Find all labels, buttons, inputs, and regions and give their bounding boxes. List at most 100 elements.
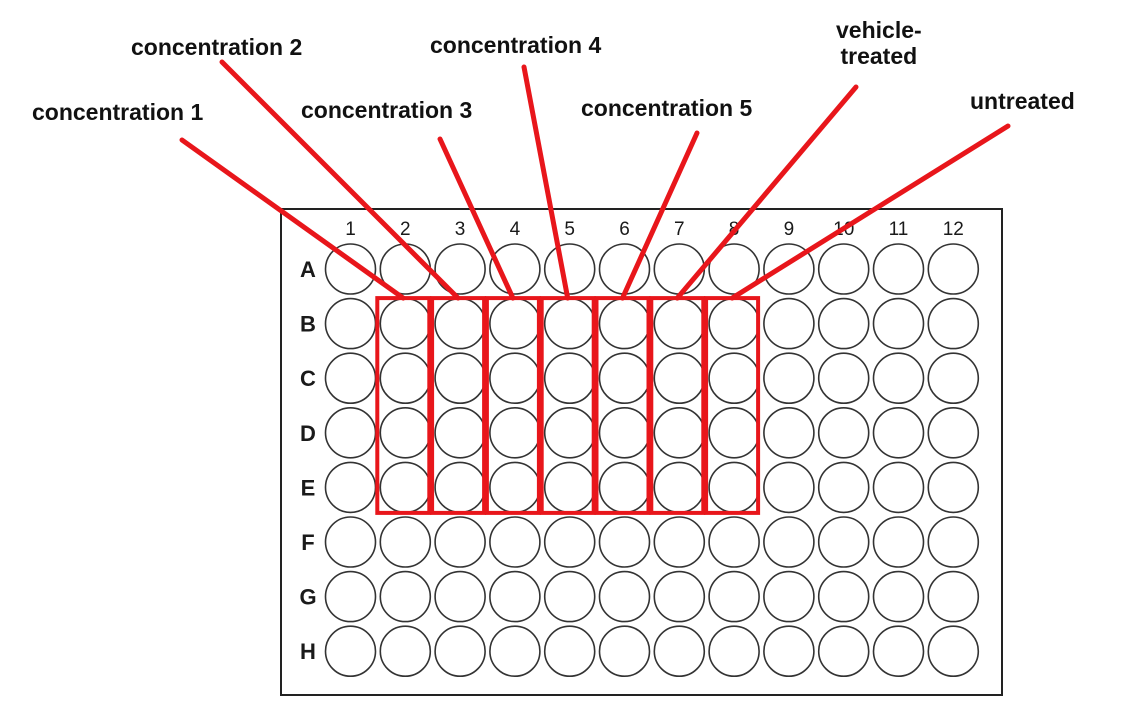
highlight-box-column-4 xyxy=(484,296,541,515)
well-D1 xyxy=(324,406,377,459)
well-H9 xyxy=(763,625,815,678)
well-D8 xyxy=(708,406,760,459)
well-E2 xyxy=(379,461,432,514)
well-H1 xyxy=(324,625,377,678)
column-label-7: 7 xyxy=(674,219,685,240)
column-label-5: 5 xyxy=(564,219,575,240)
well-E8 xyxy=(708,461,760,514)
well-B2 xyxy=(379,297,432,350)
well-F5 xyxy=(543,516,596,568)
well-D6 xyxy=(598,406,651,459)
well-D9 xyxy=(763,406,815,459)
well-E11 xyxy=(872,461,925,514)
well-H5 xyxy=(543,625,596,678)
well-C2 xyxy=(379,352,432,405)
well-B10 xyxy=(817,297,870,350)
well-B3 xyxy=(434,297,486,350)
well-G7 xyxy=(653,570,706,623)
well-F2 xyxy=(379,516,432,568)
well-H7 xyxy=(653,625,706,678)
well-G3 xyxy=(434,570,486,623)
well-A12 xyxy=(927,243,980,295)
well-F3 xyxy=(434,516,486,568)
leader-line-concentration-3 xyxy=(437,136,516,301)
well-F12 xyxy=(927,516,980,568)
well-A10 xyxy=(817,243,870,295)
well-F6 xyxy=(598,516,651,568)
well-C10 xyxy=(817,352,870,405)
leader-line-concentration-2 xyxy=(219,59,461,301)
column-label-4: 4 xyxy=(510,219,521,240)
column-label-2: 2 xyxy=(400,219,411,240)
highlight-box-column-2 xyxy=(375,296,432,515)
well-G10 xyxy=(817,570,870,623)
plate-outline xyxy=(280,208,1003,696)
row-labels: A B C D E F G H xyxy=(299,257,316,664)
well-A1 xyxy=(324,243,377,295)
well-D7 xyxy=(653,406,706,459)
well-B8 xyxy=(708,297,760,350)
well-F10 xyxy=(817,516,870,568)
column-label-12: 12 xyxy=(943,219,964,240)
row-label-B: B xyxy=(300,312,316,337)
label-vehicle-treated-line2: treated xyxy=(840,43,918,69)
row-label-D: D xyxy=(300,421,316,446)
row-label-H: H xyxy=(300,639,316,664)
well-H6 xyxy=(598,625,651,678)
well-C11 xyxy=(872,352,925,405)
row-label-A: A xyxy=(300,257,316,282)
column-label-11: 11 xyxy=(889,219,909,240)
well-H11 xyxy=(872,625,925,678)
well-C5 xyxy=(543,352,596,405)
well-C4 xyxy=(489,352,541,405)
well-F11 xyxy=(872,516,925,568)
highlight-box-column-8 xyxy=(704,296,761,515)
column-label-9: 9 xyxy=(784,219,795,240)
well-E6 xyxy=(598,461,651,514)
label-concentration-1: concentration 1 xyxy=(32,99,204,125)
label-concentration-2: concentration 2 xyxy=(131,34,303,60)
well-G6 xyxy=(598,570,651,623)
column-label-3: 3 xyxy=(455,219,466,240)
well-G5 xyxy=(543,570,596,623)
well-C7 xyxy=(653,352,706,405)
well-B1 xyxy=(324,297,377,350)
well-C8 xyxy=(708,352,760,405)
well-D2 xyxy=(379,406,432,459)
well-E7 xyxy=(653,461,706,514)
leader-line-concentration-4 xyxy=(521,64,571,301)
wells xyxy=(324,243,980,678)
well-A9 xyxy=(763,243,815,295)
row-label-C: C xyxy=(300,366,316,391)
label-vehicle-treated-line1: vehicle- xyxy=(836,17,922,43)
well-H10 xyxy=(817,625,870,678)
well-H2 xyxy=(379,625,432,678)
callout-leader-lines xyxy=(179,59,1011,301)
well-F4 xyxy=(489,516,541,568)
well-E4 xyxy=(489,461,541,514)
well-F1 xyxy=(324,516,377,568)
well-F7 xyxy=(653,516,706,568)
well-A11 xyxy=(872,243,925,295)
column-label-6: 6 xyxy=(619,219,630,240)
well-G9 xyxy=(763,570,815,623)
label-concentration-5: concentration 5 xyxy=(581,95,753,121)
well-H12 xyxy=(927,625,980,678)
well-C1 xyxy=(324,352,377,405)
label-concentration-3: concentration 3 xyxy=(301,97,473,123)
well-C6 xyxy=(598,352,651,405)
well-C9 xyxy=(763,352,815,405)
label-vehicle-treated: vehicle- treated xyxy=(836,17,922,69)
well-G4 xyxy=(489,570,541,623)
well-B11 xyxy=(872,297,925,350)
well-E3 xyxy=(434,461,486,514)
well-H3 xyxy=(434,625,486,678)
row-label-F: F xyxy=(301,530,314,555)
label-untreated: untreated xyxy=(970,88,1075,114)
well-G8 xyxy=(708,570,760,623)
well-B12 xyxy=(927,297,980,350)
well-B7 xyxy=(653,297,706,350)
well-A7 xyxy=(653,243,706,295)
well-D10 xyxy=(817,406,870,459)
well-A5 xyxy=(543,243,596,295)
